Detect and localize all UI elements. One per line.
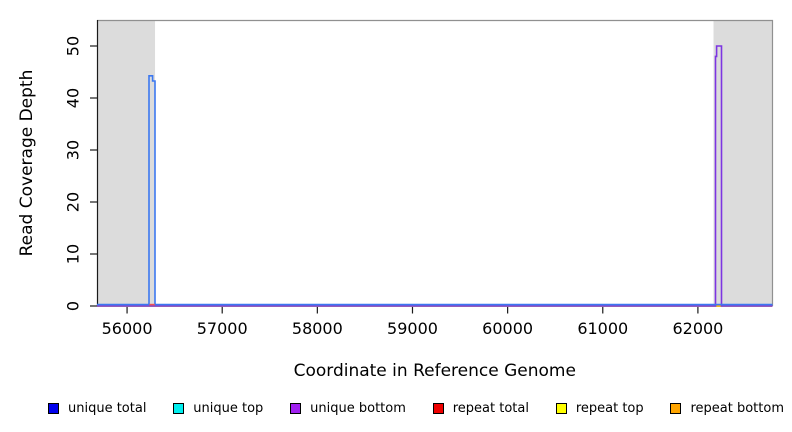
series-unique-bottom: [97, 45, 773, 307]
legend-item-unique-total: unique total: [48, 401, 146, 416]
legend-item-repeat-bottom: repeat bottom: [670, 401, 784, 416]
legend-item-repeat-total: repeat total: [432, 400, 529, 416]
plot-box: [97, 19, 774, 306]
legend-label: unique bottom: [310, 400, 406, 416]
x-tick-label: 60000: [482, 319, 533, 338]
x-tick-label: 56000: [102, 319, 153, 338]
legend-swatch-unique-total: [48, 402, 59, 414]
x-tick-label: 58000: [292, 319, 343, 338]
x-tick-label: 57000: [197, 319, 248, 338]
legend-swatch-repeat-top: [555, 402, 567, 414]
y-tick-label: 20: [64, 192, 83, 212]
x-tick-label: 59000: [387, 319, 438, 338]
legend-swatch-unique-bottom: [290, 402, 302, 414]
y-tick-label: 10: [64, 244, 83, 264]
legend-label: repeat bottom: [690, 400, 784, 416]
legend-item-unique-bottom: unique bottom: [290, 401, 406, 416]
y-axis: 0 10 20 30 40 50: [64, 36, 97, 311]
legend-label: unique top: [193, 400, 264, 416]
legend-item-unique-top: unique top: [173, 401, 263, 416]
legend-swatch-repeat-total: [432, 402, 444, 414]
legend-label: repeat top: [575, 400, 644, 416]
y-tick-label: 50: [64, 36, 83, 56]
y-tick-label: 40: [64, 88, 83, 108]
y-tick-label: 30: [64, 140, 83, 160]
x-axis: 56000 57000 58000 59000 60000 61000 62000: [102, 306, 723, 338]
legend-swatch-repeat-bottom: [670, 402, 682, 414]
repeat-region-left: [97, 20, 156, 306]
repeat-region-right: [713, 20, 773, 306]
x-tick-label: 61000: [577, 319, 628, 338]
y-tick-label: 0: [64, 301, 83, 311]
y-axis-label: Read Coverage Depth: [17, 70, 37, 257]
legend-label: unique total: [68, 400, 147, 416]
series-unique-total: [97, 75, 773, 306]
legend-item-repeat-top: repeat top: [555, 400, 644, 416]
legend-label: repeat total: [452, 400, 529, 416]
x-axis-label: Coordinate in Reference Genome: [294, 361, 576, 381]
chart-legend: unique total unique top unique bottom repea…: [48, 396, 784, 420]
x-tick-label: 62000: [672, 319, 723, 338]
coverage-chart: 0 10 20 30 40 50 56000 57000 58000 59000 60000 6100…: [17, 19, 774, 381]
legend-swatch-unique-top: [173, 402, 185, 414]
